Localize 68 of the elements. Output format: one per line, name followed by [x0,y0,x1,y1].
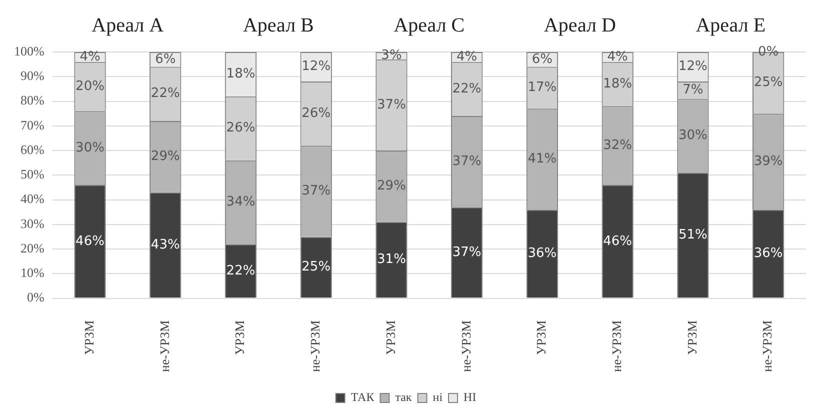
data-label: 37% [452,154,482,169]
data-label: 22% [226,263,256,278]
y-tick-label: 100% [14,43,44,58]
data-label: 30% [678,128,708,144]
data-label: 37% [452,244,482,260]
data-label: 36% [528,246,557,262]
data-label: 25% [302,260,331,275]
legend-label: так [395,390,412,404]
y-tick-label: 30% [20,216,44,231]
data-label: 4% [456,49,478,64]
x-tick-label: не-УРЗМ [458,320,474,372]
data-label: 18% [603,76,632,92]
data-label: 46% [76,234,104,249]
data-label: 22% [452,81,482,96]
data-label: 37% [302,184,331,199]
data-label: 41% [528,152,557,167]
data-label: 32% [603,138,632,153]
x-tick-label: УРЗМ [81,320,96,355]
y-tick-label: 60% [20,142,44,157]
x-tick-label: УРЗМ [382,320,398,355]
data-label: 34% [226,194,256,210]
text: Ареал A [92,14,164,36]
data-label: 51% [678,228,708,243]
data-label: 43% [150,237,180,252]
y-tick-label: 90% [20,68,44,84]
data-label: 26% [226,120,256,136]
data-label: 37% [377,97,406,112]
x-tick-label: УРЗМ [534,320,549,355]
y-tick-label: 0% [26,290,44,305]
data-label: 7% [682,82,704,98]
data-label: 29% [150,149,180,164]
data-label: 39% [754,154,783,169]
y-tick-label: 80% [20,92,44,108]
text: Ареал C [394,14,465,36]
data-label: 4% [607,49,628,64]
x-tick-label: не-УРЗМ [308,320,323,372]
data-label: 22% [150,86,180,102]
x-tick-label: не-УРЗМ [156,320,172,372]
legend-label: НІ [464,390,476,404]
y-tick-label: 20% [20,240,44,256]
data-label: 46% [603,234,632,249]
y-tick-label: 10% [20,265,44,280]
data-label: 31% [377,252,406,268]
x-tick-label: УРЗМ [232,320,248,355]
data-label: 4% [80,49,100,64]
data-label: 12% [302,59,331,74]
data-label: 17% [528,80,557,96]
text: Ареал D [544,14,616,36]
x-tick-label: не-УРЗМ [609,320,624,372]
y-tick-label: 70% [20,117,44,132]
data-label: 6% [532,52,553,67]
data-label: 18% [226,66,256,82]
data-label: 30% [76,140,104,156]
data-label: 6% [155,52,176,67]
data-label: 20% [76,78,104,94]
data-label: 26% [302,106,331,121]
data-label: 29% [377,178,406,194]
y-tick-label: 50% [20,166,44,182]
y-tick-label: 40% [20,191,44,206]
data-label: 25% [754,75,783,90]
text: Ареал B [242,14,314,36]
data-label: 12% [678,59,708,74]
x-tick-label: УРЗМ [684,320,700,355]
data-label: 36% [754,246,783,262]
legend-label: ні [432,390,444,404]
text: Ареал E [696,14,766,36]
legend-label: ТАК [350,390,376,404]
x-tick-label: не-УРЗМ [760,320,775,372]
